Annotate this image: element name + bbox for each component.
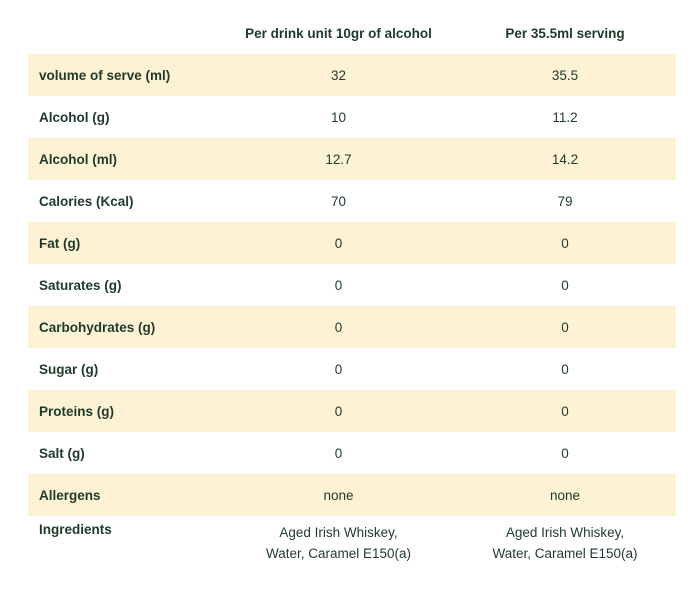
table-row-carbohydrates: Carbohydrates (g) 0 0 — [28, 306, 676, 348]
row-label: Alcohol (g) — [39, 109, 110, 125]
row-label: Salt (g) — [39, 445, 85, 461]
table-row-alcohol-g: Alcohol (g) 10 11.2 — [28, 96, 676, 138]
per-serving-value: 11.2 — [552, 109, 578, 125]
table-row-ingredients: Ingredients Aged Irish Whiskey, Water, C… — [28, 516, 676, 586]
table-row-volume: volume of serve (ml) 32 35.5 — [28, 54, 676, 96]
per-serving-ingredients: Aged Irish Whiskey, Water, Caramel E150(… — [454, 516, 676, 586]
row-label: Fat (g) — [28, 222, 223, 264]
per-unit-value: 0 — [223, 306, 454, 348]
row-label: Proteins (g) — [28, 390, 223, 432]
ingredients-line: Aged Irish Whiskey, — [505, 525, 625, 540]
per-unit-value: 0 — [334, 277, 343, 293]
table-row-salt: Salt (g) 0 0 — [28, 432, 676, 474]
table-row-alcohol-ml: Alcohol (ml) 12.7 14.2 — [28, 138, 676, 180]
table-row-calories: Calories (Kcal) 70 79 — [28, 180, 676, 222]
table-row-proteins: Proteins (g) 0 0 — [28, 390, 676, 432]
header-per-serving: Per 35.5ml serving — [505, 25, 625, 41]
table-row-allergens: Allergens none none — [28, 474, 676, 516]
per-unit-value: 10 — [330, 109, 347, 125]
per-serving-value: 0 — [561, 445, 569, 461]
header-per-drink-unit: Per drink unit 10gr of alcohol — [245, 25, 432, 41]
per-unit-ingredients: Aged Irish Whiskey, Water, Caramel E150(… — [223, 516, 454, 586]
row-label: Saturates (g) — [39, 277, 122, 293]
header-label-column — [28, 12, 223, 54]
per-serving-value: 0 — [561, 277, 569, 293]
nutrition-table: Per drink unit 10gr of alcohol Per 35.5m… — [28, 12, 676, 586]
ingredients-line: Aged Irish Whiskey, — [279, 525, 398, 540]
table-row-fat: Fat (g) 0 0 — [28, 222, 676, 264]
row-label: Ingredients — [39, 522, 112, 537]
per-unit-value: 0 — [334, 361, 343, 377]
per-unit-value: 0 — [223, 222, 454, 264]
per-serving-value: 0 — [561, 361, 569, 377]
ingredients-line: Water, Caramel E150(a) — [492, 546, 638, 561]
row-label: Calories (Kcal) — [39, 193, 134, 209]
per-unit-value: 70 — [330, 193, 347, 209]
row-label: Carbohydrates (g) — [28, 306, 223, 348]
row-label: Allergens — [28, 474, 223, 516]
per-unit-value: 0 — [223, 390, 454, 432]
per-unit-value: 0 — [334, 445, 343, 461]
per-serving-value: 35.5 — [454, 54, 676, 96]
per-serving-value: none — [454, 474, 676, 516]
per-serving-value: 0 — [454, 390, 676, 432]
per-unit-value: none — [223, 474, 454, 516]
per-serving-value: 0 — [454, 222, 676, 264]
ingredients-line: Water, Caramel E150(a) — [265, 546, 412, 561]
row-label: volume of serve (ml) — [28, 54, 223, 96]
per-serving-value: 0 — [454, 306, 676, 348]
per-unit-value: 12.7 — [223, 138, 454, 180]
row-label: Sugar (g) — [39, 361, 99, 377]
per-serving-value: 79 — [557, 193, 573, 209]
table-header-row: Per drink unit 10gr of alcohol Per 35.5m… — [28, 12, 676, 54]
table-row-sugar: Sugar (g) 0 0 — [28, 348, 676, 390]
table-row-saturates: Saturates (g) 0 0 — [28, 264, 676, 306]
per-unit-value: 32 — [223, 54, 454, 96]
row-label: Alcohol (ml) — [28, 138, 223, 180]
per-serving-value: 14.2 — [454, 138, 676, 180]
